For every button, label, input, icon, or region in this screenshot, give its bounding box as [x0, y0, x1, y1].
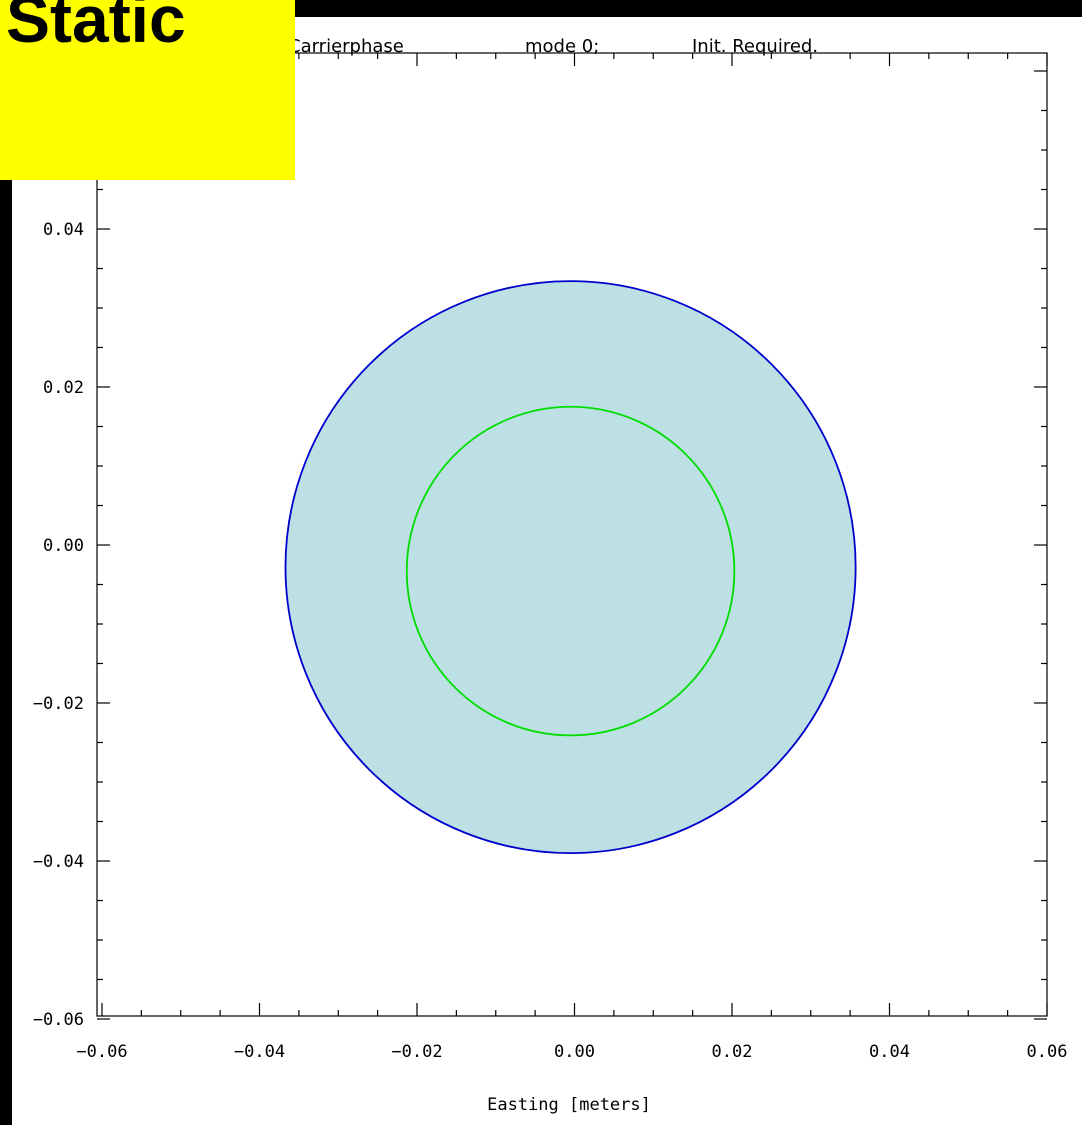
left-edge-bar	[0, 0, 12, 1125]
x-axis-label: Easting [meters]	[487, 1095, 651, 1115]
y-tick-labels: 0.04 0.02 0.00 −0.02 −0.04 −0.06	[33, 220, 84, 1030]
x-tick-label: −0.06	[76, 1042, 127, 1062]
header-init-status: Init. Required.	[692, 36, 818, 57]
x-tick-label: 0.00	[554, 1042, 595, 1062]
x-tick-label: 0.02	[712, 1042, 753, 1062]
static-badge: Static	[0, 0, 295, 180]
badge-label: Static	[6, 0, 186, 56]
y-tick-label: 0.00	[43, 536, 84, 556]
outer-error-circle	[284, 280, 857, 855]
x-tick-label: 0.06	[1027, 1042, 1068, 1062]
header-mode-number: mode 0;	[525, 36, 599, 57]
x-tick-label: −0.02	[391, 1042, 442, 1062]
plot-frame	[96, 52, 1048, 1017]
y-tick-label: 0.04	[43, 220, 84, 240]
y-tick-label: 0.02	[43, 378, 84, 398]
x-tick-label: 0.04	[869, 1042, 910, 1062]
y-tick-label: −0.06	[33, 1010, 84, 1030]
inner-error-circle	[405, 405, 736, 737]
y-tick-label: −0.02	[33, 694, 84, 714]
chart-marks	[284, 280, 857, 855]
x-tick-label: −0.04	[234, 1042, 285, 1062]
header-mode-source: Carrierphase	[288, 36, 404, 57]
x-tick-labels: −0.06 −0.04 −0.02 0.00 0.02 0.04 0.06	[76, 1042, 1067, 1062]
y-tick-label: −0.04	[33, 852, 84, 872]
